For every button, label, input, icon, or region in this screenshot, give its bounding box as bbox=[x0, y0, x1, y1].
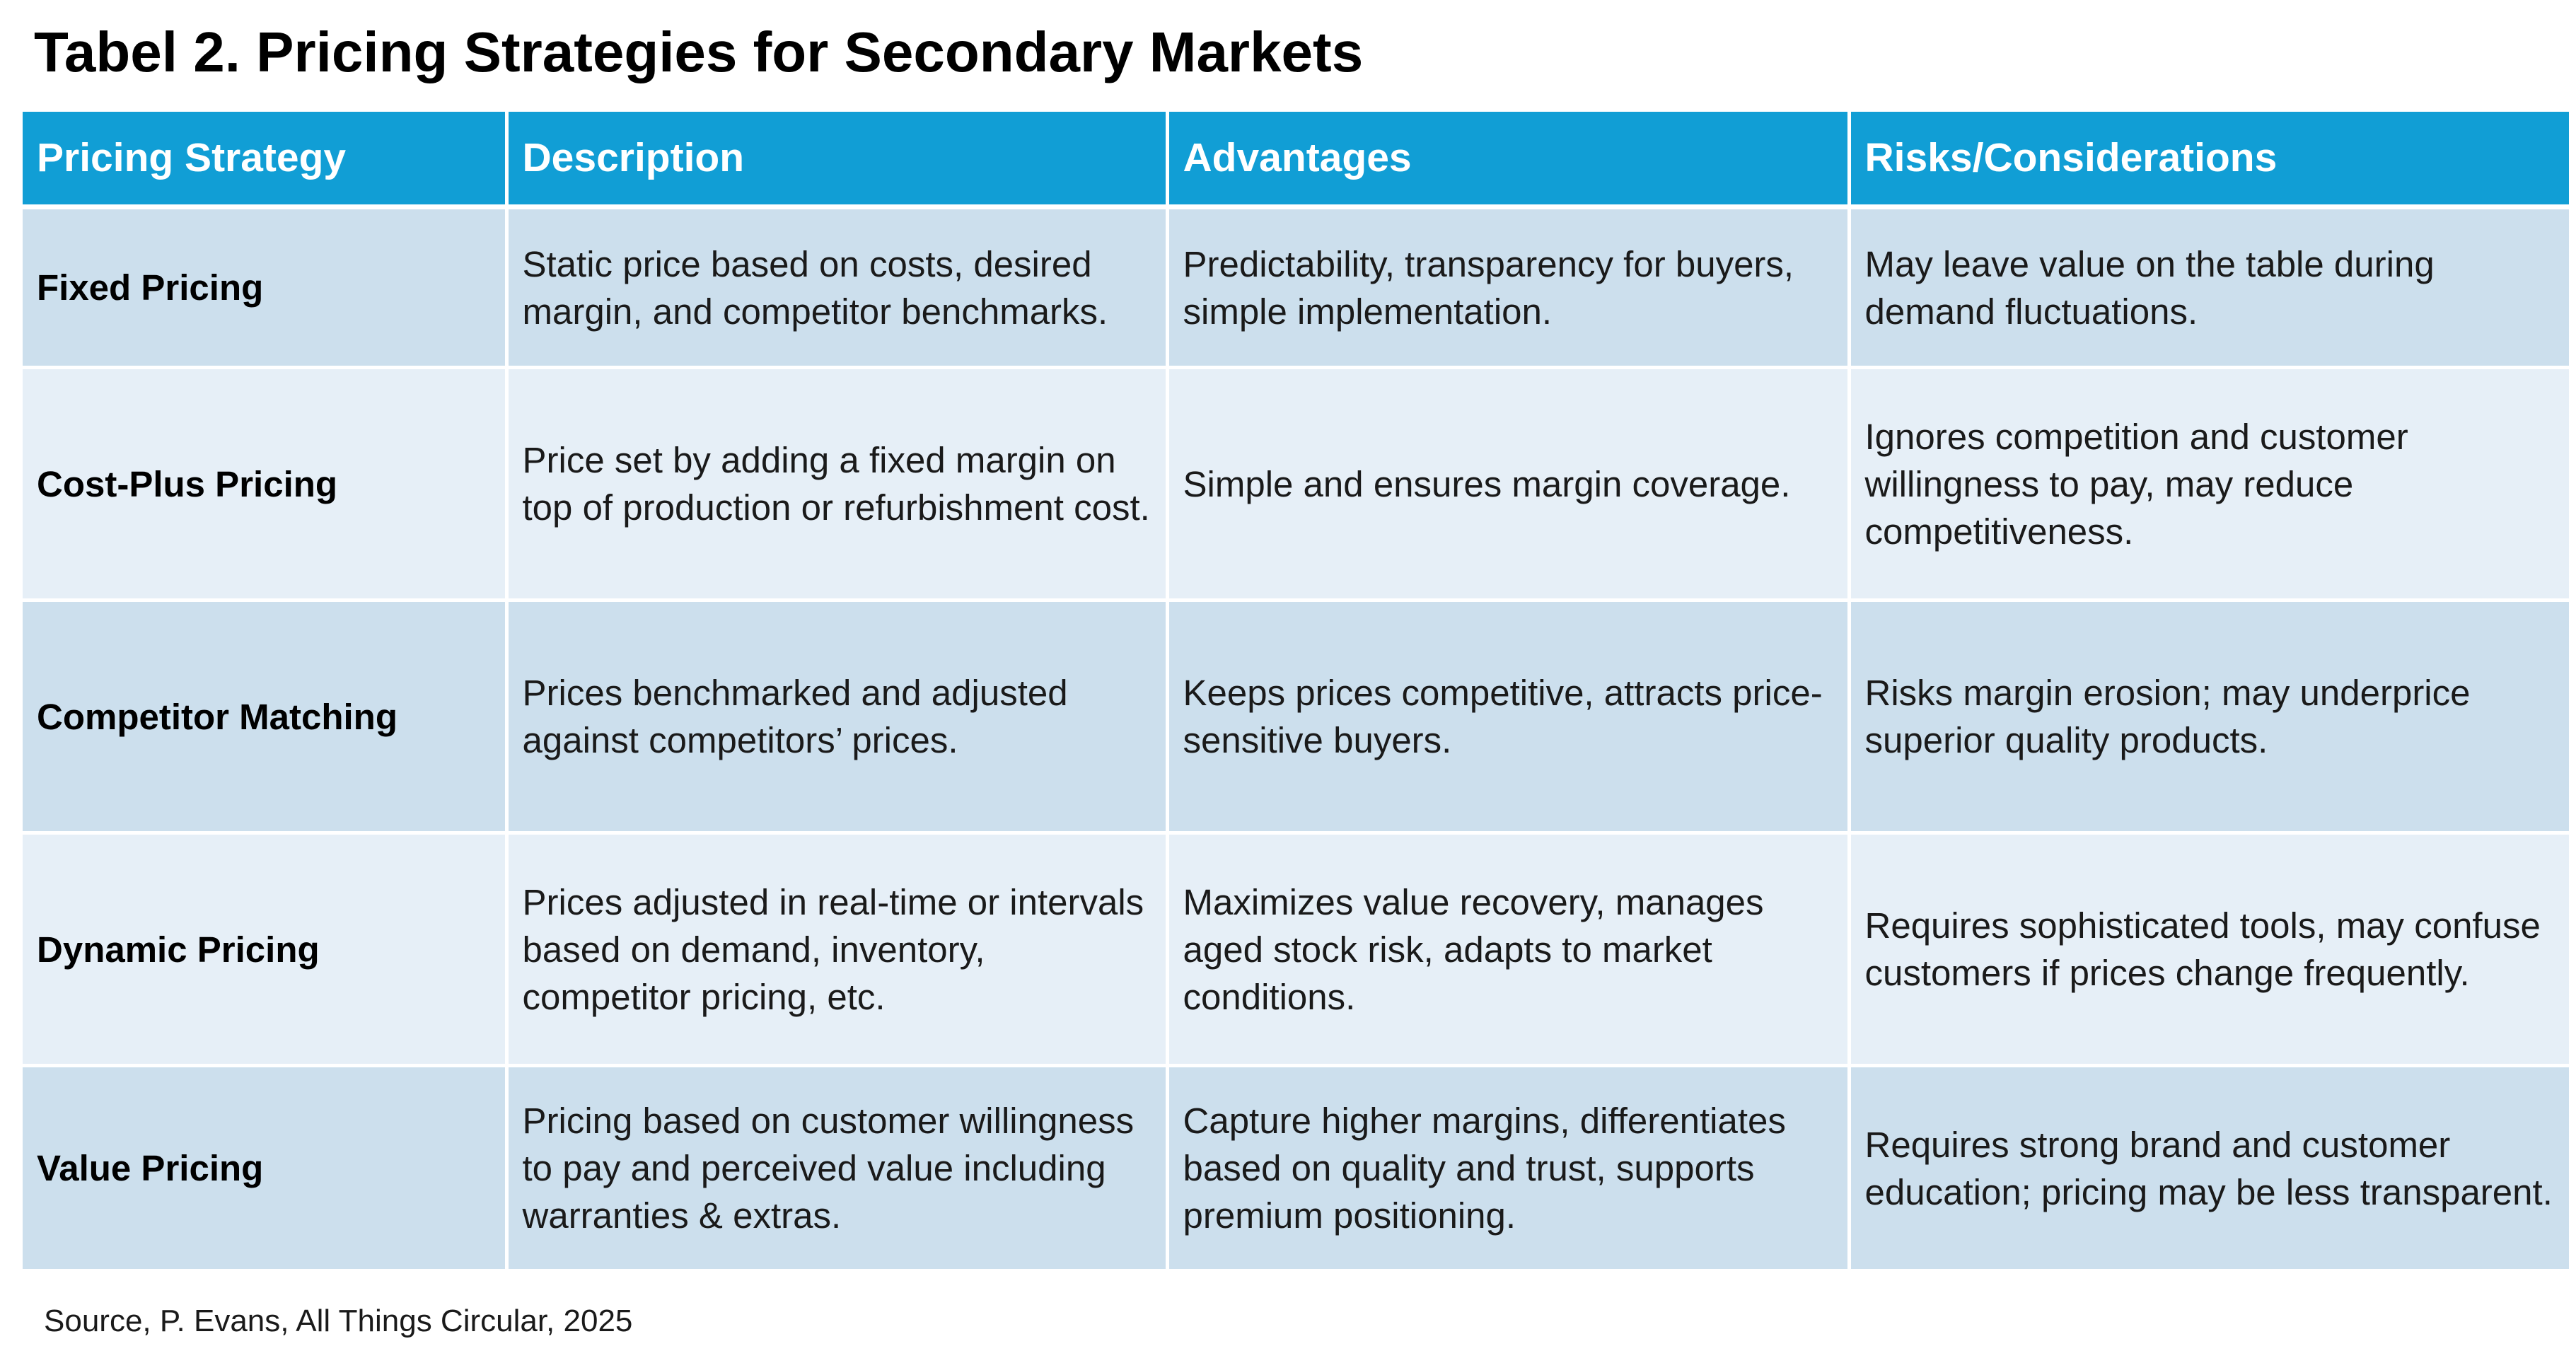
description-cell: Prices adjusted in real-time or interval… bbox=[504, 833, 1169, 1067]
table-row: Competitor Matching Prices benchmarked a… bbox=[23, 600, 2569, 835]
risks-cell: Requires strong brand and customer educa… bbox=[1847, 1065, 2569, 1272]
strategy-name-cell: Competitor Matching bbox=[23, 600, 509, 835]
advantages-cell: Keeps prices competitive, attracts price… bbox=[1165, 600, 1851, 835]
advantages-cell: Capture higher margins, differentiates b… bbox=[1165, 1065, 1851, 1272]
description-cell: Price set by adding a fixed margin on to… bbox=[504, 367, 1169, 602]
advantages-cell: Predictability, transparency for buyers,… bbox=[1165, 207, 1851, 369]
column-header-risks-considerations: Risks/Considerations bbox=[1847, 112, 2569, 209]
description-cell: Pricing based on customer willingness to… bbox=[504, 1065, 1169, 1272]
page-title: Tabel 2. Pricing Strategies for Secondar… bbox=[34, 21, 1364, 83]
risks-cell: Requires sophisticated tools, may confus… bbox=[1847, 833, 2569, 1067]
description-cell: Static price based on costs, desired mar… bbox=[504, 207, 1169, 369]
advantages-cell: Simple and ensures margin coverage. bbox=[1165, 367, 1851, 602]
pricing-strategies-table: Pricing Strategy Description Advantages … bbox=[23, 112, 2569, 1272]
strategy-name-cell: Cost-Plus Pricing bbox=[23, 367, 509, 602]
strategy-name-cell: Dynamic Pricing bbox=[23, 833, 509, 1067]
risks-cell: Ignores competition and customer willing… bbox=[1847, 367, 2569, 602]
table-row: Cost-Plus Pricing Price set by adding a … bbox=[23, 367, 2569, 602]
table-header-row: Pricing Strategy Description Advantages … bbox=[23, 112, 2569, 209]
risks-cell: May leave value on the table during dema… bbox=[1847, 207, 2569, 369]
advantages-cell: Maximizes value recovery, manages aged s… bbox=[1165, 833, 1851, 1067]
description-cell: Prices benchmarked and adjusted against … bbox=[504, 600, 1169, 835]
source-note: Source, P. Evans, All Things Circular, 2… bbox=[44, 1304, 633, 1338]
table-row: Fixed Pricing Static price based on cost… bbox=[23, 207, 2569, 369]
column-header-advantages: Advantages bbox=[1165, 112, 1851, 209]
risks-cell: Risks margin erosion; may underprice sup… bbox=[1847, 600, 2569, 835]
table-row: Dynamic Pricing Prices adjusted in real-… bbox=[23, 833, 2569, 1067]
strategy-name-cell: Value Pricing bbox=[23, 1065, 509, 1272]
table-row: Value Pricing Pricing based on customer … bbox=[23, 1065, 2569, 1272]
strategy-name-cell: Fixed Pricing bbox=[23, 207, 509, 369]
column-header-pricing-strategy: Pricing Strategy bbox=[23, 112, 509, 209]
column-header-description: Description bbox=[504, 112, 1169, 209]
